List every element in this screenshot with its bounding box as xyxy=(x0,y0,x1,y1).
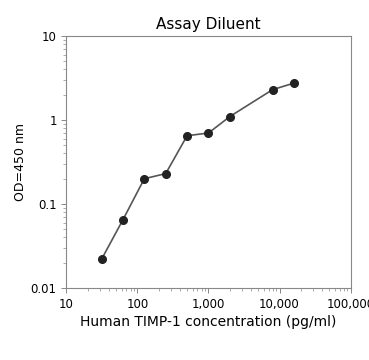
X-axis label: Human TIMP-1 concentration (pg/ml): Human TIMP-1 concentration (pg/ml) xyxy=(80,315,337,329)
Y-axis label: OD=450 nm: OD=450 nm xyxy=(14,123,27,201)
Title: Assay Diluent: Assay Diluent xyxy=(156,17,261,32)
